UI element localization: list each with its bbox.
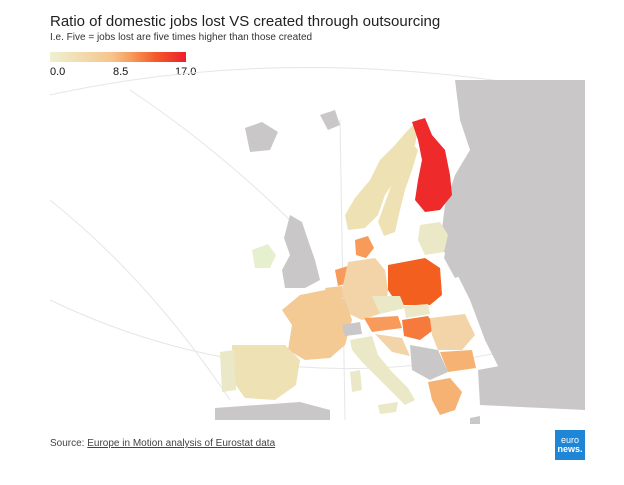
- country-czechia: [372, 296, 405, 314]
- source-link[interactable]: Europe in Motion analysis of Eurostat da…: [87, 438, 276, 449]
- country-italy: [350, 336, 415, 405]
- country-belarus: [444, 240, 478, 278]
- country-france: [282, 290, 352, 360]
- logo-line1: euro: [560, 435, 579, 445]
- country-finland: [412, 118, 452, 212]
- country-greece: [428, 378, 462, 415]
- chart-subtitle: I.e. Five = jobs lost are five times hig…: [50, 32, 313, 43]
- country-slovakia: [404, 304, 430, 318]
- country-poland: [388, 258, 442, 305]
- country-baltics: [418, 222, 448, 255]
- country-romania: [430, 314, 475, 350]
- source-note: Source: Europe in Motion analysis of Eur…: [50, 438, 275, 449]
- country-ireland: [252, 244, 276, 268]
- source-prefix: Source:: [50, 438, 88, 449]
- island-sardinia: [350, 370, 362, 392]
- country-switzerland: [342, 322, 362, 336]
- country-bulgaria: [440, 350, 476, 372]
- country-hungary: [402, 316, 436, 340]
- turkey-region: [478, 350, 585, 410]
- legend-mid-label: 8.5: [113, 66, 129, 78]
- northern-island-2: [320, 110, 340, 130]
- country-austria: [364, 316, 402, 332]
- balkans-no-data: [410, 345, 448, 380]
- island-sicily: [378, 402, 398, 414]
- country-sweden: [378, 138, 418, 236]
- country-norway: [345, 118, 420, 230]
- country-croatia: [375, 334, 410, 356]
- north-africa-region: [215, 402, 330, 420]
- chart-title: Ratio of domestic jobs lost VS created t…: [50, 13, 441, 30]
- country-portugal: [220, 350, 236, 392]
- northern-island: [245, 122, 278, 152]
- country-cyprus: [470, 416, 480, 424]
- country-denmark: [355, 236, 374, 258]
- country-spain: [232, 345, 300, 400]
- legend-min-label: 0.0: [50, 66, 66, 78]
- color-scale-bar: [50, 52, 186, 62]
- legend-max-label: 17.0: [175, 66, 197, 78]
- country-uk: [282, 215, 320, 288]
- russia-region: [440, 80, 585, 410]
- euronews-logo[interactable]: euro news.: [555, 430, 585, 460]
- logo-line2: news.: [557, 444, 583, 454]
